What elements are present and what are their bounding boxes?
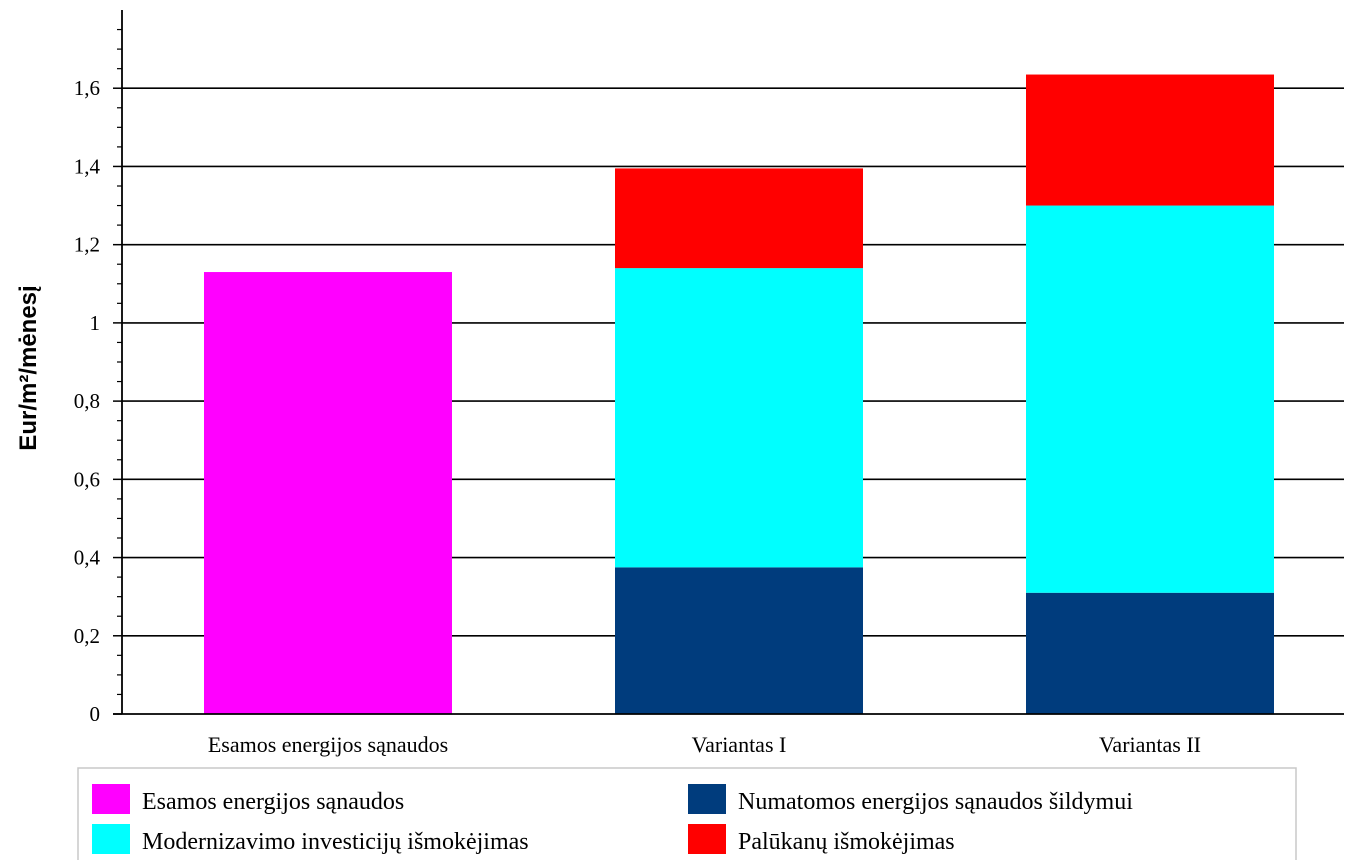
y-tick-label: 1,4	[74, 154, 101, 178]
bar-segment	[615, 567, 863, 714]
y-tick-label: 0,2	[74, 624, 100, 648]
legend-label: Palūkanų išmokėjimas	[738, 829, 955, 855]
legend-label: Numatomos energijos sąnaudos šildymui	[738, 789, 1133, 815]
legend: Esamos energijos sąnaudos Numatomos energ…	[77, 767, 1297, 860]
y-tick-labels: 0 0,2 0,4 0,6 0,8 1 1,2 1,4 1,6	[74, 76, 101, 726]
y-tick-label: 1,2	[74, 233, 100, 257]
bar-segment	[1026, 74, 1274, 206]
legend-label: Esamos energijos sąnaudos	[142, 789, 404, 815]
legend-swatch	[92, 784, 130, 814]
bars	[204, 74, 1274, 714]
bar-segment	[1026, 205, 1274, 593]
legend-swatch	[92, 824, 130, 854]
legend-swatch	[688, 824, 726, 854]
legend-label: Modernizavimo investicijų išmokėjimas	[142, 829, 529, 855]
y-axis-title: Eur/m²/mėnesį	[15, 285, 42, 450]
x-category-label: Esamos energijos sąnaudos	[208, 732, 448, 757]
bar-segment	[204, 272, 452, 714]
bar-segment	[1026, 592, 1274, 714]
x-category-label: Variantas II	[1099, 732, 1201, 757]
axes	[113, 10, 1344, 715]
x-category-label: Variantas I	[692, 732, 787, 757]
y-tick-label: 1,6	[74, 76, 100, 100]
x-category-labels: Esamos energijos sąnaudos Variantas I Vari…	[208, 732, 1201, 757]
y-tick-label: 0,4	[74, 546, 101, 570]
y-tick-label: 1	[90, 311, 101, 335]
legend-box	[77, 767, 1297, 860]
bar-segment	[615, 268, 863, 568]
legend-swatch	[688, 784, 726, 814]
y-tick-label: 0	[90, 702, 101, 726]
y-tick-label: 0,6	[74, 467, 100, 491]
bar-segment	[615, 168, 863, 269]
y-tick-label: 0,8	[74, 389, 100, 413]
